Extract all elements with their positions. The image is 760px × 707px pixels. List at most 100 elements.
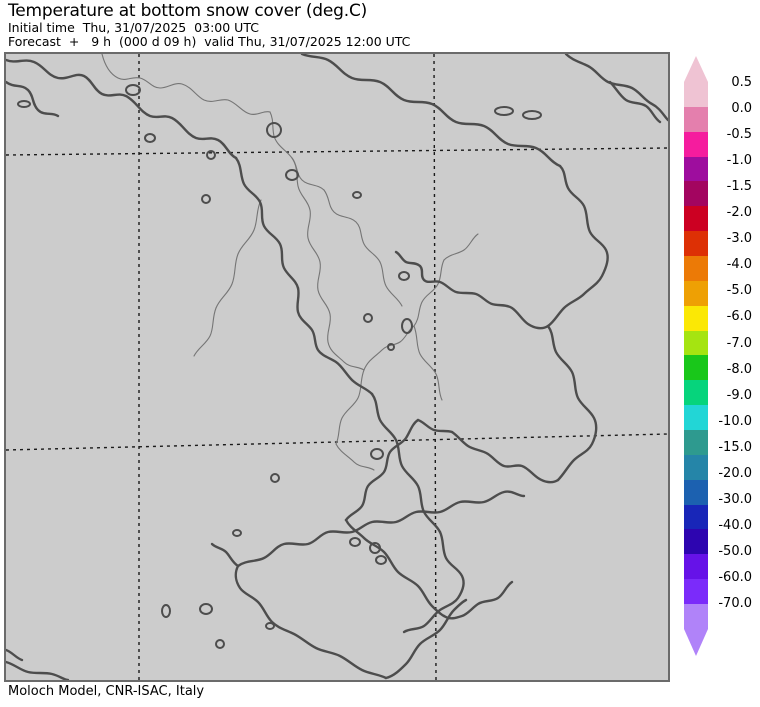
colorbar-arrow-bottom [684, 629, 708, 656]
colorbar-tick--5_0: -5.0 [726, 283, 752, 299]
colorbar-tick--4_0: -4.0 [726, 257, 752, 273]
island-dalmatian-1 [522, 110, 542, 120]
colorbar-tick--2_0: -2.0 [726, 205, 752, 221]
forecast-valid-line: Forecast + 9 h (000 d 09 h) valid Thu, 3… [8, 34, 411, 49]
colorbar-tick--8_0: -8.0 [726, 361, 752, 377]
colorbar-segment-16 [684, 479, 708, 505]
lake-bracciano [285, 169, 299, 181]
map-panel[interactable] [4, 52, 670, 682]
colorbar-segment-5 [684, 206, 708, 232]
colorbar-tick--30_0: -30.0 [718, 491, 752, 507]
colorbar-segments [684, 82, 708, 629]
initial-time-line: Initial time Thu, 31/07/2025 03:00 UTC [8, 20, 259, 35]
coast-balkan [564, 54, 668, 122]
colorbar-segment-6 [684, 231, 708, 257]
colorbar-segment-15 [684, 454, 708, 480]
colorbar-tick--0_5: -0.5 [726, 127, 752, 143]
colorbar-tick-0_5: 0.5 [731, 75, 752, 90]
colorbar-segment-12 [684, 380, 708, 406]
border-puglia-north [443, 233, 479, 261]
border-campania-basilicata [335, 369, 365, 445]
coastline-group [6, 54, 668, 680]
island-aeolian-1 [349, 537, 361, 547]
colorbar-tick--1_5: -1.5 [726, 179, 752, 195]
colorbar-segment-14 [684, 430, 708, 455]
colorbar-segment-21 [684, 604, 708, 629]
coast-sicily-east [384, 598, 468, 680]
colorbar-segment-1 [684, 106, 708, 132]
colorbar-arrow-top [684, 56, 708, 82]
colorbar-segment-2 [684, 131, 708, 157]
border-puglia-west [413, 259, 445, 327]
coast-calabria-south [442, 580, 514, 620]
border-po-valley-north [101, 54, 271, 115]
colorbar-tick--15_0: -15.0 [718, 439, 752, 455]
coast-basilicata-ionian [344, 418, 420, 522]
colorbar-tick--7_0: -7.0 [726, 335, 752, 351]
header-block: Temperature at bottom snow cover (deg.C)… [6, 0, 706, 49]
page-title: Temperature at bottom snow cover (deg.C) [8, 1, 368, 21]
lake-small-1 [387, 343, 395, 351]
colorbar-segment-4 [684, 181, 708, 207]
colorbar-tick--10_0: -10.0 [718, 413, 752, 429]
colorbar-segment-18 [684, 529, 708, 555]
colorbar-segment-20 [684, 579, 708, 605]
colorbar-tick--9_0: -9.0 [726, 387, 752, 403]
colorbar-segment-9 [684, 305, 708, 331]
colorbar-tick--1_0: -1.0 [726, 153, 752, 169]
border-lazio-abruzzo [317, 261, 331, 343]
colorbar-tick--3_0: -3.0 [726, 231, 752, 247]
coast-manfredonia-gulf [394, 250, 422, 268]
lake-bolsena [206, 150, 216, 160]
map-canvas [6, 54, 668, 680]
coast-gulf-taranto [416, 418, 454, 434]
coast-campania [296, 286, 374, 396]
island-egadi [232, 529, 242, 537]
island-corsica-tip [17, 100, 31, 108]
lake-sicily [265, 622, 275, 630]
island-ponza [201, 194, 211, 204]
border-lazio-molise [327, 341, 365, 371]
island-dalmatian-2 [494, 106, 514, 116]
coast-tyrrhenian-north [6, 58, 238, 160]
colorbar-tick-labels: 0.5 0.0 -0.5 -1.0 -1.5 -2.0 -3.0 -4.0 -5.0 -6.0 -7… [712, 56, 760, 676]
coast-liguria-inlet [6, 80, 60, 118]
islands-and-lakes-group [17, 84, 542, 649]
island-aeolian-2 [369, 542, 381, 554]
gridline-parallel-1 [6, 147, 668, 156]
colorbar-segment-10 [684, 330, 708, 356]
colorbar-tick--6_0: -6.0 [726, 309, 752, 325]
colorbar-tick--50_0: -50.0 [718, 543, 752, 559]
colorbar-segment-8 [684, 280, 708, 306]
coast-calabria-toe [402, 530, 465, 634]
lake-campotosto [352, 191, 362, 199]
island-elba [125, 84, 141, 96]
colorbar-segment-13 [684, 405, 708, 431]
coast-lazio [234, 156, 300, 290]
colorbar-tick--40_0: -40.0 [718, 517, 752, 533]
colorbar-segment-11 [684, 355, 708, 381]
lake-sicily-2 [215, 639, 225, 649]
coast-salento-east [546, 324, 598, 482]
colorbar-tick--60_0: -60.0 [718, 569, 752, 585]
coast-sicily-south [234, 564, 388, 680]
coast-adriatic-north [300, 54, 562, 168]
colorbar-tick--70_0: -70.0 [718, 596, 752, 611]
border-marche-abruzzo [323, 189, 381, 263]
model-credit: Moloch Model, CNR-ISAC, Italy [8, 684, 205, 699]
colorbar [684, 56, 708, 656]
border-lazio-campania [193, 307, 217, 357]
border-basilicata-puglia [413, 325, 443, 401]
coast-trapani [210, 542, 240, 568]
island-giglio [144, 133, 156, 143]
lake-trasimeno [266, 122, 282, 138]
coast-gargano-south [418, 264, 550, 330]
island-egadi-2 [161, 604, 171, 618]
island-aeolian-3 [375, 555, 387, 565]
colorbar-segment-0 [684, 82, 708, 107]
colorbar-tick--20_0: -20.0 [718, 465, 752, 481]
coast-north-africa-inner [6, 648, 24, 662]
lake-sila [370, 448, 384, 460]
coast-gargano-promontory [546, 164, 609, 328]
coast-dalmatia-inner [608, 80, 662, 124]
